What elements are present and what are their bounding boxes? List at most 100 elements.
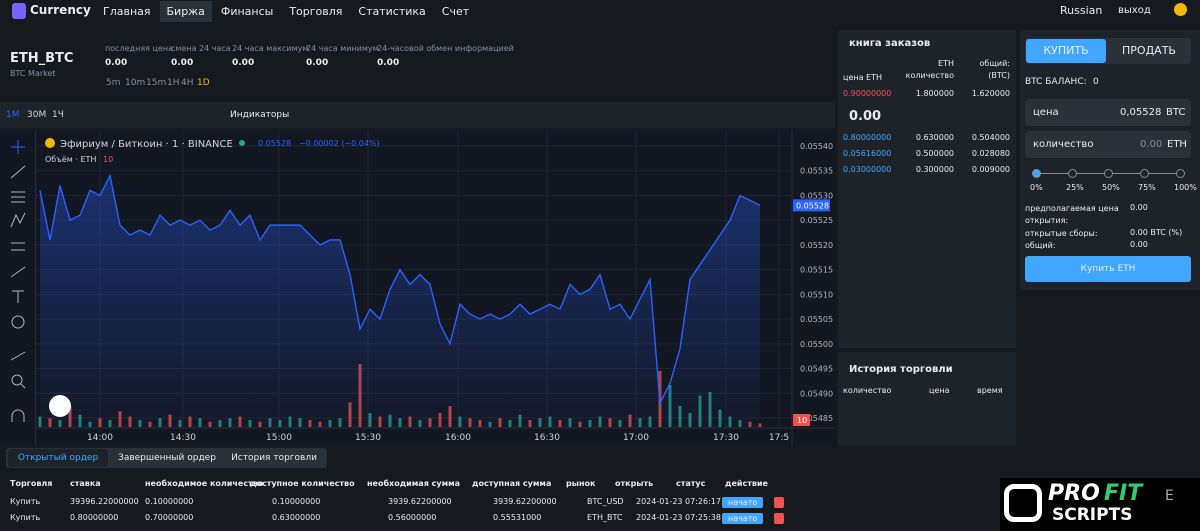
tool-icon[interactable] bbox=[10, 165, 26, 179]
sell-tab[interactable]: ПРОДАТЬ bbox=[1122, 44, 1176, 57]
nav-item[interactable]: Главная bbox=[103, 5, 151, 18]
tool-icon[interactable] bbox=[11, 242, 25, 251]
orders-cell: 3939.62200000 bbox=[388, 497, 452, 506]
volume-value: 10 bbox=[103, 155, 113, 164]
y-tick-label: 0.05535 bbox=[800, 167, 833, 176]
nav-item[interactable]: Биржа bbox=[159, 1, 212, 22]
ob-cell: 0.630000 bbox=[915, 133, 954, 142]
orders-column: рынок bbox=[566, 479, 596, 488]
tool-icon[interactable] bbox=[12, 290, 24, 303]
trade-history bbox=[838, 352, 1016, 446]
orders-cell: 0.63000000 bbox=[272, 513, 321, 522]
orders-cell: 3939.62200000 bbox=[493, 497, 557, 506]
timeframe[interactable]: 30M bbox=[27, 110, 47, 120]
market-header bbox=[0, 30, 835, 100]
interval[interactable]: 10m bbox=[125, 78, 146, 88]
slider-stop[interactable] bbox=[1140, 169, 1149, 178]
logo: Currency bbox=[30, 3, 91, 17]
nav-item[interactable]: Финансы bbox=[220, 5, 274, 18]
slider-percent: 75% bbox=[1138, 183, 1156, 192]
ob-cell: 0.03000000 bbox=[843, 165, 892, 174]
tool-icon[interactable] bbox=[10, 351, 26, 361]
x-tick-label: 14:00 bbox=[87, 433, 113, 443]
tool-icon[interactable] bbox=[11, 191, 25, 203]
watermark-sub: SCRIPTS bbox=[1052, 505, 1133, 525]
indicators[interactable]: Индикаторы bbox=[230, 110, 290, 120]
summary-value: 0.00 bbox=[1130, 203, 1148, 212]
amount-input[interactable]: количество 0.00 ETH bbox=[1025, 131, 1191, 158]
orders-column: доступное количество bbox=[250, 479, 355, 488]
cancel-button[interactable] bbox=[774, 513, 784, 524]
orders-column: необходимая сумма bbox=[367, 479, 461, 488]
orders-cell: 0.70000000 bbox=[145, 513, 194, 522]
orders-tab[interactable]: История торговли bbox=[231, 453, 317, 463]
ob-mid: 0.00 bbox=[849, 109, 882, 124]
orders-column: доступная сумма bbox=[472, 479, 552, 488]
amount-label: количество bbox=[1033, 139, 1094, 150]
orders-cell: Купить bbox=[10, 497, 41, 506]
buy-tab[interactable]: КУПИТЬ bbox=[1026, 39, 1106, 63]
interval[interactable]: 1D bbox=[197, 78, 210, 88]
timeframe[interactable]: 1M bbox=[6, 110, 20, 120]
price-area bbox=[40, 175, 760, 428]
interval[interactable]: 15m bbox=[146, 78, 167, 88]
price-line bbox=[39, 173, 761, 406]
x-tick-label: 17:5 bbox=[769, 433, 789, 443]
watermark-pro: PRO bbox=[1048, 481, 1100, 506]
logout[interactable]: выход bbox=[1118, 5, 1151, 16]
buy-button[interactable]: Купить ETH bbox=[1025, 256, 1191, 282]
stat-value: 0.00 bbox=[232, 58, 255, 68]
orders-column: статус bbox=[676, 479, 706, 488]
nav-item[interactable]: Статистика bbox=[358, 5, 426, 18]
nav-item[interactable]: Торговля bbox=[289, 5, 343, 18]
balance: 0 bbox=[1093, 77, 1099, 87]
price-unit: BTC bbox=[1166, 107, 1186, 118]
language[interactable]: Russian bbox=[1060, 4, 1103, 17]
orders-column: действие bbox=[725, 479, 768, 488]
tool-icon[interactable] bbox=[11, 374, 26, 389]
pair[interactable]: ETH_BTC bbox=[10, 51, 74, 66]
tool-icon[interactable] bbox=[10, 212, 26, 228]
stat-value: 0.00 bbox=[306, 58, 329, 68]
summary-value: 0.00 bbox=[1130, 240, 1148, 249]
price-value: 0,05528 bbox=[1120, 107, 1162, 118]
orders-tab[interactable]: Открытый ордер bbox=[8, 449, 108, 467]
price-input[interactable]: цена 0,05528 BTC bbox=[1025, 99, 1191, 126]
orders-column: ставка bbox=[70, 479, 101, 488]
slider-stop[interactable] bbox=[1104, 169, 1113, 178]
trade-form bbox=[1020, 30, 1200, 290]
status-badge[interactable]: начато bbox=[722, 497, 764, 508]
status-badge[interactable]: начато bbox=[722, 513, 764, 524]
slider-stop[interactable] bbox=[1176, 169, 1185, 178]
interval[interactable]: 4H bbox=[181, 78, 194, 88]
orders-tab[interactable]: Завершенный ордер bbox=[118, 453, 216, 463]
stat-label: последняя цена bbox=[105, 44, 173, 53]
tool-icon[interactable] bbox=[11, 140, 25, 154]
y-tick-label: 0.05525 bbox=[800, 216, 833, 225]
interval[interactable]: 1H bbox=[167, 78, 180, 88]
x-tick-label: 16:00 bbox=[445, 433, 471, 443]
theme-toggle[interactable] bbox=[1174, 3, 1187, 16]
timeframe[interactable]: 1Ч bbox=[52, 110, 64, 120]
cancel-button[interactable] bbox=[774, 497, 784, 508]
interval[interactable]: 5m bbox=[106, 78, 121, 88]
y-tick-label: 0.05540 bbox=[800, 142, 833, 151]
amount-value: 0.00 bbox=[1140, 139, 1163, 150]
slider-stop[interactable] bbox=[1068, 169, 1077, 178]
orders-cell: ETH_BTC bbox=[587, 513, 623, 522]
y-tick-label: 0.05520 bbox=[800, 241, 833, 250]
stat-label: 24 часа минимум bbox=[306, 44, 379, 53]
ob-cell: 0.028080 bbox=[971, 149, 1010, 158]
orders-cell: 2024-01-23 07:26:17 bbox=[636, 497, 721, 506]
tool-icon[interactable] bbox=[11, 409, 25, 422]
orders-column: необходимое количество bbox=[145, 479, 264, 488]
ob-cell: 0.504000 bbox=[971, 133, 1010, 142]
summary-label: предполагаемая цена открытия: bbox=[1025, 204, 1119, 225]
tool-icon[interactable] bbox=[10, 266, 26, 278]
x-tick-label: 16:30 bbox=[534, 433, 560, 443]
nav-item[interactable]: Счет bbox=[441, 5, 470, 18]
slider-stop[interactable] bbox=[1032, 169, 1041, 178]
ob-cell: 0.05616000 bbox=[843, 149, 892, 158]
stat-label: 24 часа максимум bbox=[232, 44, 309, 53]
tool-icon[interactable] bbox=[11, 315, 25, 329]
